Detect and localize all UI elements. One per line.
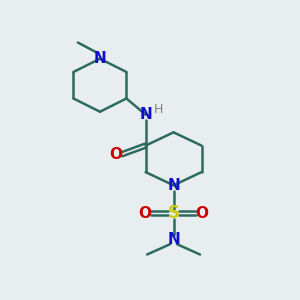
- Text: S: S: [168, 204, 180, 222]
- Text: N: N: [94, 51, 106, 66]
- Text: N: N: [139, 107, 152, 122]
- Text: H: H: [153, 103, 163, 116]
- Text: N: N: [167, 232, 180, 247]
- Text: O: O: [109, 147, 122, 162]
- Text: N: N: [167, 178, 180, 193]
- Text: O: O: [196, 206, 208, 221]
- Text: O: O: [139, 206, 152, 221]
